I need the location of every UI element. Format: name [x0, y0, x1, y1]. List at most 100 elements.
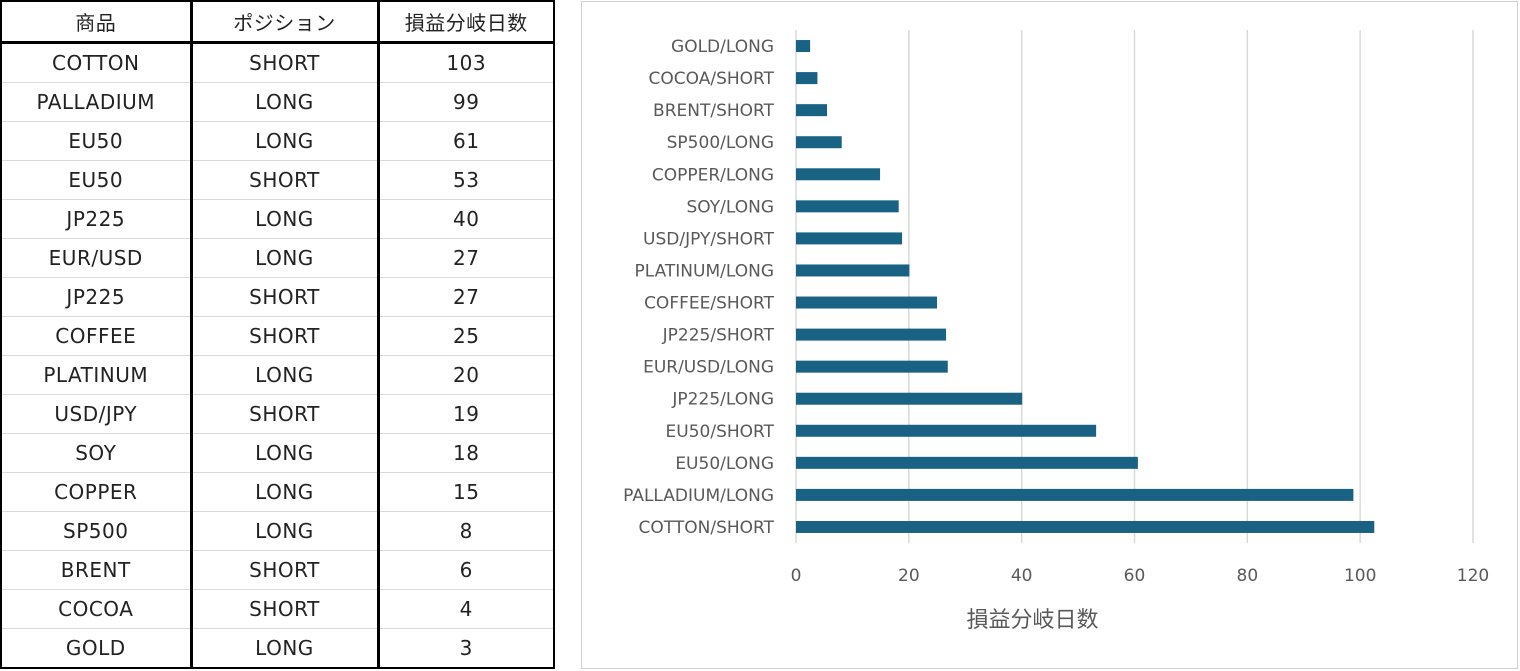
- bar: [796, 104, 828, 117]
- cell-product: COTTON: [0, 42, 193, 83]
- cell-position: SHORT: [191, 316, 380, 356]
- cell-product: BRENT: [0, 550, 193, 590]
- table-row: PALLADIUM LONG 99: [0, 82, 555, 122]
- bar: [796, 360, 948, 373]
- cell-product: PALLADIUM: [0, 82, 193, 122]
- cell-product: COFFEE: [0, 316, 193, 356]
- cell-position: SHORT: [191, 589, 380, 629]
- cell-product: JP225: [0, 199, 193, 239]
- cell-position: LONG: [191, 433, 380, 473]
- bar: [796, 328, 947, 341]
- grid-lines: [795, 30, 1474, 543]
- category-label: SOY/LONG: [687, 197, 775, 217]
- table-row: GOLD LONG 3: [0, 628, 555, 669]
- category-label: USD/JPY/SHORT: [643, 229, 775, 249]
- cell-product: COPPER: [0, 472, 193, 512]
- table-header-row: 商品 ポジション 損益分岐日数: [0, 1, 555, 44]
- table-row: PLATINUM LONG 20: [0, 355, 555, 395]
- category-label: BRENT/SHORT: [653, 101, 775, 121]
- cell-breakeven-days: 18: [378, 433, 555, 473]
- cell-position: LONG: [191, 355, 380, 395]
- cell-breakeven-days: 61: [378, 121, 555, 161]
- cell-product: JP225: [0, 277, 193, 317]
- category-label: EU50/SHORT: [666, 422, 775, 442]
- header-position: ポジション: [191, 1, 380, 44]
- category-label: COPPER/LONG: [652, 165, 774, 185]
- cell-breakeven-days: 20: [378, 355, 555, 395]
- category-label: EU50/LONG: [675, 454, 774, 474]
- category-label: EUR/USD/LONG: [643, 358, 774, 378]
- cell-product: USD/JPY: [0, 394, 193, 434]
- x-tick-label: 40: [1011, 566, 1033, 586]
- table-row: COPPER LONG 15: [0, 472, 555, 512]
- cell-product: EU50: [0, 160, 193, 200]
- cell-product: GOLD: [0, 628, 193, 669]
- cell-position: SHORT: [191, 42, 380, 83]
- bar: [796, 264, 910, 277]
- table-row: EU50 SHORT 53: [0, 160, 555, 200]
- table-row: SP500 LONG 8: [0, 511, 555, 551]
- cell-position: LONG: [191, 199, 380, 239]
- cell-product: SP500: [0, 511, 193, 551]
- cell-breakeven-days: 53: [378, 160, 555, 200]
- cell-breakeven-days: 27: [378, 277, 555, 317]
- table-row: JP225 LONG 40: [0, 199, 555, 239]
- cell-position: SHORT: [191, 160, 380, 200]
- bar: [796, 456, 1138, 469]
- category-label: JP225/SHORT: [662, 326, 775, 346]
- category-labels: COTTON/SHORT PALLADIUM/LONG EU50/LONG EU50/…: [623, 37, 774, 538]
- cell-product: EU50: [0, 121, 193, 161]
- cell-position: LONG: [191, 628, 380, 669]
- category-label: COTTON/SHORT: [639, 518, 775, 538]
- x-tick-labels: 0 20 40 60 80 100 120: [791, 566, 1490, 586]
- cell-breakeven-days: 19: [378, 394, 555, 434]
- cell-position: SHORT: [191, 550, 380, 590]
- header-breakeven-days: 損益分岐日数: [378, 1, 555, 44]
- bar: [796, 136, 842, 149]
- category-label: JP225/LONG: [671, 390, 774, 410]
- table-row: BRENT SHORT 6: [0, 550, 555, 590]
- table-row: USD/JPY SHORT 19: [0, 394, 555, 434]
- cell-breakeven-days: 15: [378, 472, 555, 512]
- category-label: PALLADIUM/LONG: [623, 486, 774, 506]
- breakeven-table-container: 商品 ポジション 損益分岐日数 COTTON SHORT 103 PALLADIUM L…: [0, 0, 555, 670]
- bar: [796, 296, 938, 309]
- table-row: COCOA SHORT 4: [0, 589, 555, 629]
- cell-breakeven-days: 6: [378, 550, 555, 590]
- cell-product: EUR/USD: [0, 238, 193, 278]
- x-tick-label: 120: [1457, 566, 1489, 586]
- cell-position: SHORT: [191, 277, 380, 317]
- bar: [796, 488, 1354, 501]
- table-row: EUR/USD LONG 27: [0, 238, 555, 278]
- cell-breakeven-days: 3: [378, 628, 555, 669]
- x-tick-label: 20: [898, 566, 920, 586]
- x-tick-label: 60: [1124, 566, 1146, 586]
- table-body: COTTON SHORT 103 PALLADIUM LONG 99 EU50 LONG 61 E…: [0, 42, 555, 669]
- x-tick-label: 100: [1344, 566, 1376, 586]
- bar: [796, 520, 1375, 533]
- x-tick-label: 80: [1237, 566, 1259, 586]
- bar: [796, 200, 899, 213]
- cell-breakeven-days: 8: [378, 511, 555, 551]
- table-row: SOY LONG 18: [0, 433, 555, 473]
- table-row: COTTON SHORT 103: [0, 42, 555, 83]
- cell-position: LONG: [191, 238, 380, 278]
- cell-position: LONG: [191, 82, 380, 122]
- category-label: COCOA/SHORT: [649, 69, 775, 89]
- x-tick-label: 0: [791, 566, 802, 586]
- category-label: SP500/LONG: [667, 133, 774, 153]
- cell-breakeven-days: 40: [378, 199, 555, 239]
- breakeven-chart: COTTON/SHORT PALLADIUM/LONG EU50/LONG EU50/…: [581, 1, 1518, 669]
- bar: [796, 40, 811, 53]
- category-label: GOLD/LONG: [671, 37, 774, 57]
- bar: [796, 72, 818, 85]
- cell-position: SHORT: [191, 394, 380, 434]
- cell-position: LONG: [191, 472, 380, 512]
- cell-breakeven-days: 27: [378, 238, 555, 278]
- table-row: JP225 SHORT 27: [0, 277, 555, 317]
- cell-position: LONG: [191, 121, 380, 161]
- cell-breakeven-days: 103: [378, 42, 555, 83]
- cell-product: PLATINUM: [0, 355, 193, 395]
- category-label: COFFEE/SHORT: [644, 294, 775, 314]
- x-axis-title: 損益分岐日数: [966, 608, 1098, 633]
